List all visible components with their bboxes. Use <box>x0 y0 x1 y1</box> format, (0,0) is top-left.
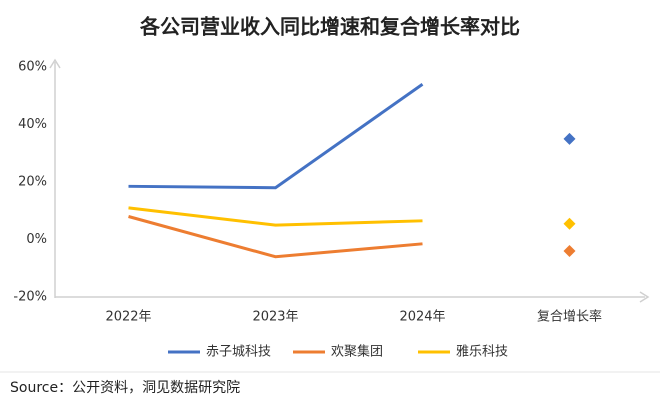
chart-title: 各公司营业收入同比增速和复合增长率对比 <box>139 15 520 39</box>
y-axis-arrow <box>49 58 61 69</box>
y-tick-label: 20% <box>18 175 47 190</box>
x-axis-arrow <box>639 291 650 303</box>
x-tick-label: 复合增长率 <box>537 309 602 325</box>
x-tick-label: 2023年 <box>252 310 298 325</box>
x-tick-label: 2022年 <box>105 310 151 325</box>
y-tick-label: 60% <box>18 60 47 75</box>
legend-label: 欢聚集团 <box>331 344 383 360</box>
y-tick-label: -20% <box>13 290 47 305</box>
cagr-marker <box>563 217 576 230</box>
cagr-marker <box>563 132 576 145</box>
y-tick-label: 40% <box>18 117 47 132</box>
x-tick-label: 2024年 <box>399 310 445 325</box>
legend-label: 雅乐科技 <box>456 345 508 360</box>
cagr-marker <box>563 245 576 257</box>
legend-label: 赤子城科技 <box>206 345 271 360</box>
source-note: Source：公开资料，洞见数据研究院 <box>10 380 240 396</box>
series-line <box>128 83 424 190</box>
series-line <box>128 215 423 259</box>
series-line <box>128 206 423 227</box>
y-tick-label: 0% <box>26 232 47 247</box>
